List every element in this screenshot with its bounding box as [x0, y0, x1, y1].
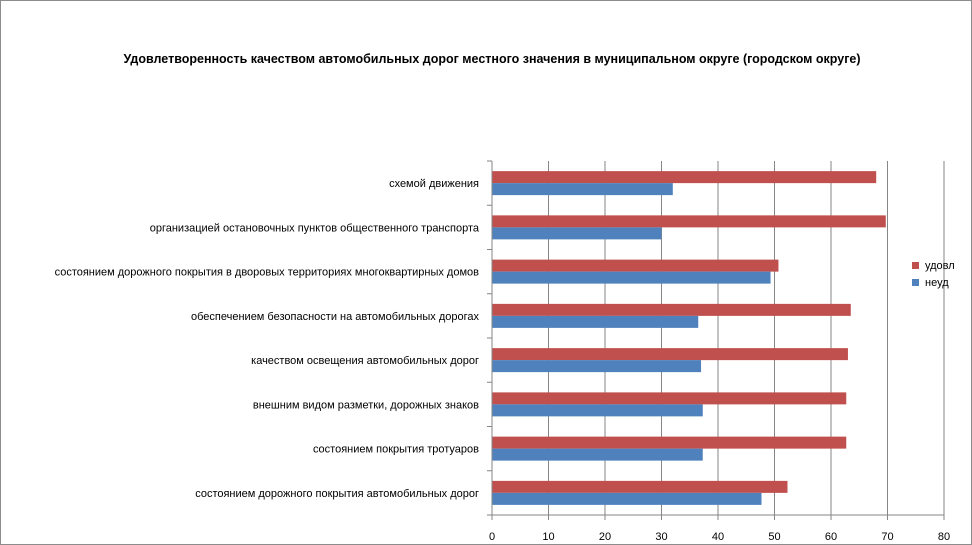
category-label: организацией остановочных пунктов общест… [150, 222, 480, 234]
bar-udovl-5 [492, 392, 847, 405]
x-tick-label: 60 [825, 531, 837, 543]
x-tick-label: 10 [542, 531, 554, 543]
bar-neud-1 [492, 227, 662, 240]
label-layer: 0 10 20 30 40 50 60 70 80 схемой движения организа… [55, 178, 951, 543]
bar-udovl-0 [492, 171, 877, 184]
x-tick-label: 0 [489, 531, 495, 543]
bar-neud-7 [492, 492, 762, 505]
legend-label: неуд [925, 277, 949, 289]
bar-neud-2 [492, 271, 771, 284]
chart-title: Удовлетворенность качеством автомобильны… [123, 52, 861, 66]
x-tick-label: 80 [938, 531, 950, 543]
bar-udovl-6 [492, 436, 847, 449]
legend-swatch [912, 279, 919, 286]
bar-udovl-2 [492, 259, 779, 272]
x-tick-label: 30 [655, 531, 667, 543]
category-label: внешним видом разметки, дорожных знаков [253, 399, 479, 411]
bar-udovl-7 [492, 480, 788, 493]
category-label: состоянием покрытия тротуаров [313, 444, 479, 456]
bar-neud-0 [492, 183, 673, 196]
bar-neud-6 [492, 448, 703, 461]
legend-swatch [912, 262, 919, 269]
x-tick-label: 20 [599, 531, 611, 543]
category-label: состоянием дорожного покрытия автомобиль… [195, 488, 479, 500]
x-tick-label: 70 [881, 531, 893, 543]
bar-neud-5 [492, 404, 703, 417]
category-label: обеспечением безопасности на автомобильн… [191, 311, 479, 323]
bar-udovl-3 [492, 303, 851, 316]
bar-neud-3 [492, 315, 699, 328]
grid-layer [548, 161, 945, 515]
category-label: схемой движения [389, 178, 479, 190]
bar-layer [492, 171, 886, 505]
category-label: состоянием дорожного покрытия в дворовых… [55, 267, 480, 279]
legend: удовл неуд [912, 260, 955, 289]
x-tick-label: 40 [712, 531, 724, 543]
category-label: качеством освещения автомобильных дорог [251, 355, 479, 367]
bar-neud-4 [492, 360, 702, 373]
legend-label: удовл [925, 260, 955, 272]
bar-udovl-1 [492, 215, 886, 228]
axis-layer [487, 160, 945, 520]
x-tick-label: 50 [768, 531, 780, 543]
bar-udovl-4 [492, 348, 848, 361]
